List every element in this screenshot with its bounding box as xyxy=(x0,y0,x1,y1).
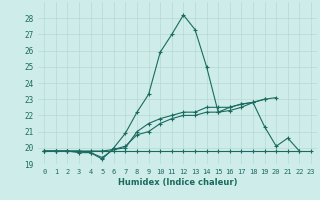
X-axis label: Humidex (Indice chaleur): Humidex (Indice chaleur) xyxy=(118,178,237,187)
